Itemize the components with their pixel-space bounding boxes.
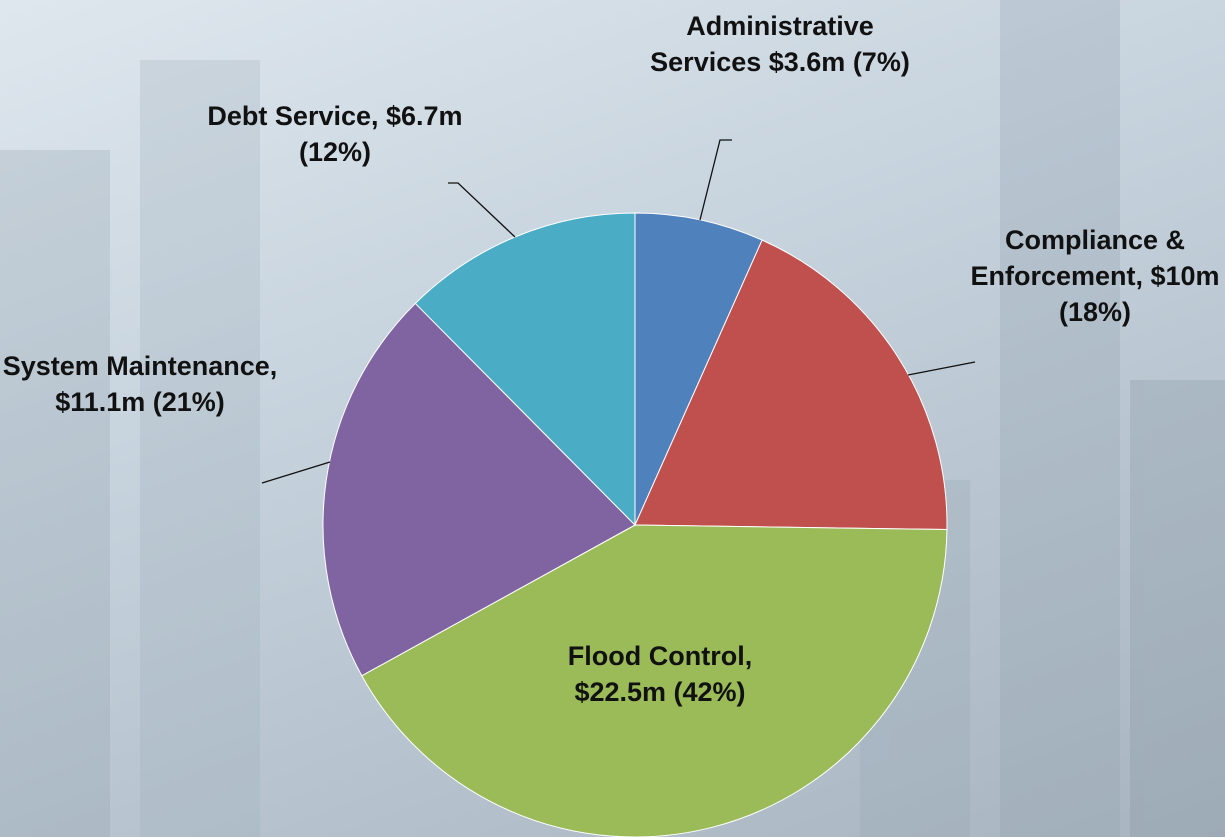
leader-line [448, 182, 516, 238]
leader-line [699, 139, 732, 221]
slice-label: Compliance & Enforcement, $10m (18%) [970, 225, 1220, 327]
slice-label: System Maintenance, $11.1m (21%) [2, 351, 285, 417]
slice-label: Administrative Services $3.6m (7%) [650, 11, 910, 77]
leader-line [261, 461, 331, 484]
slice-label: Flood Control, $22.5m (42%) [567, 641, 760, 707]
leader-line [907, 361, 976, 376]
pie-slice [322, 302, 636, 677]
slice-label: Debt Service, $6.7m (12%) [207, 101, 471, 167]
pie-slice [634, 239, 948, 531]
pie-slice [361, 524, 948, 837]
pie-slice [414, 212, 636, 527]
